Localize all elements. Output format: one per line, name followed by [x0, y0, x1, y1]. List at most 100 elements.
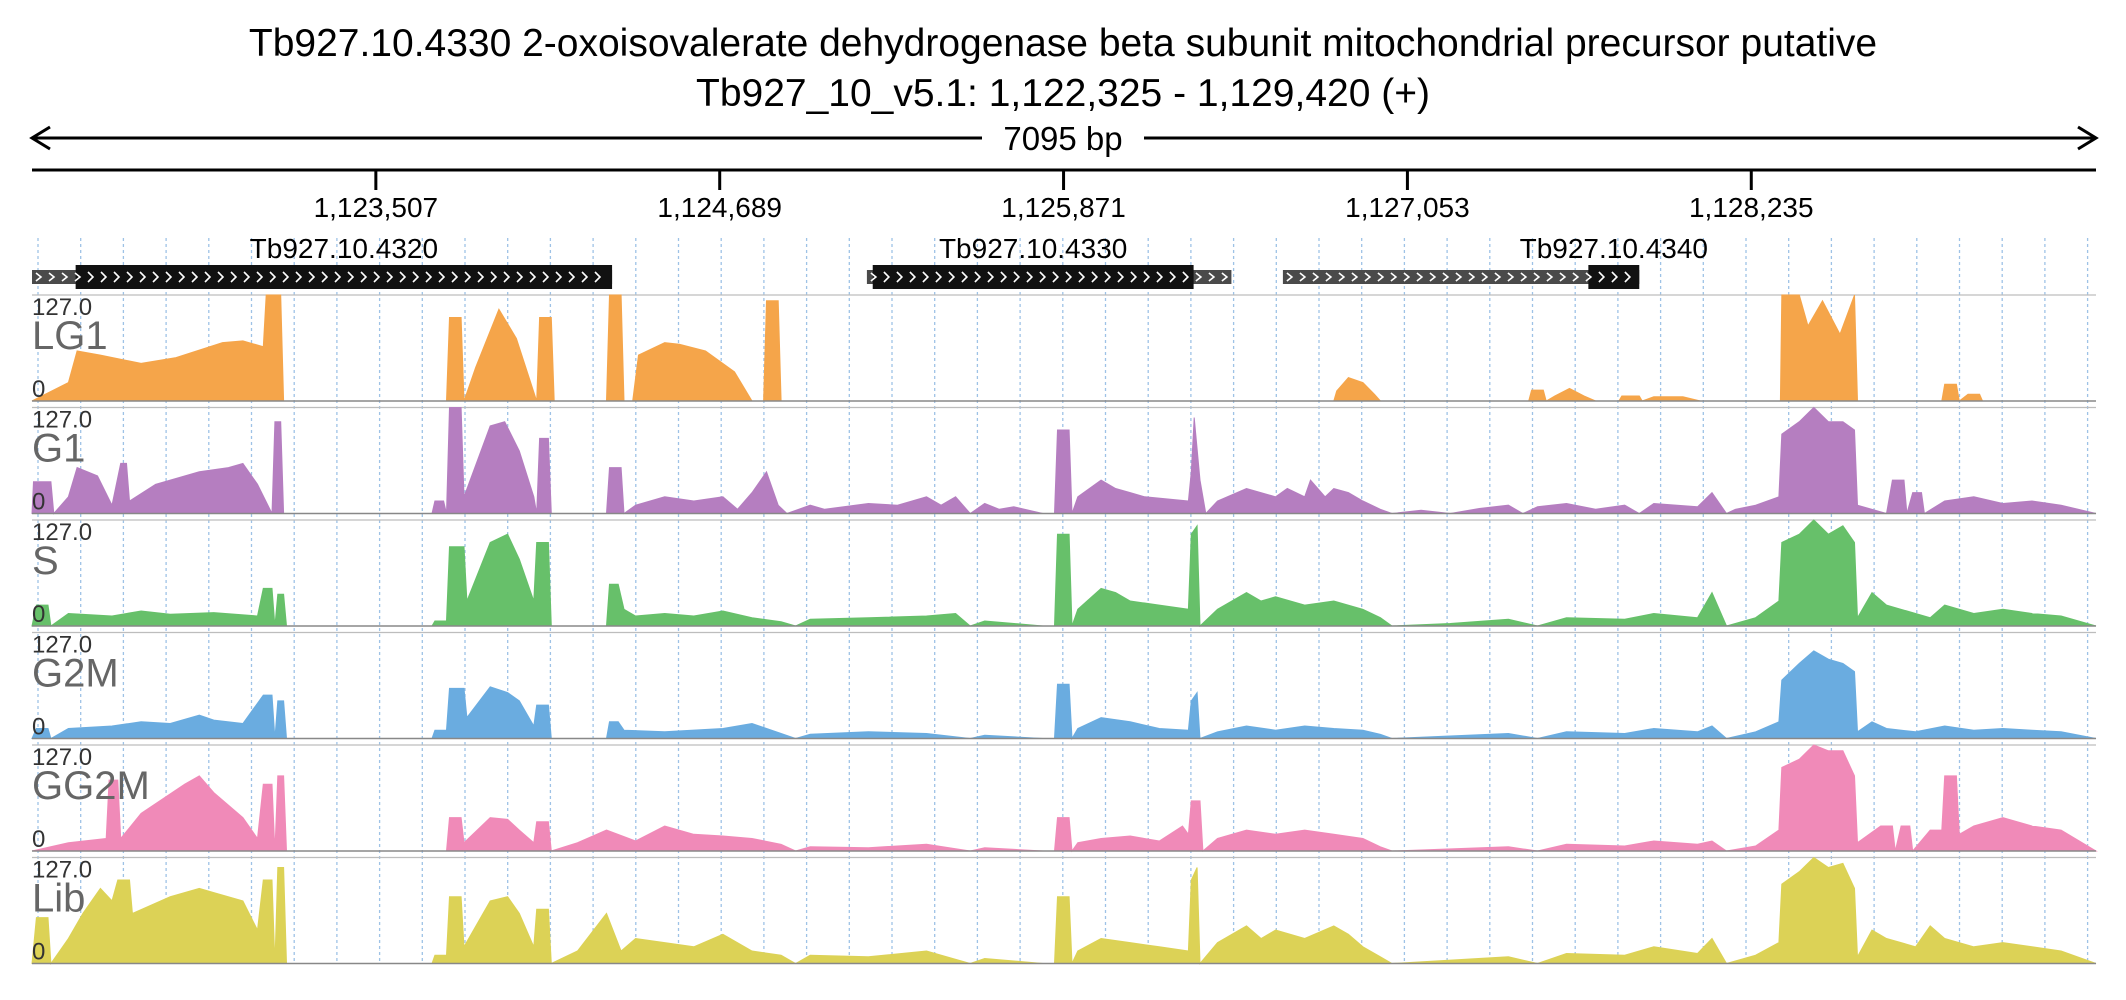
strand-chevron [1000, 271, 1008, 283]
gene-title: Tb927.10.4330 2-oxoisovalerate dehydroge… [248, 22, 1878, 65]
strand-chevron [412, 271, 420, 283]
gene-model[interactable]: Tb927.10.4320 [32, 233, 613, 289]
strand-chevron [1507, 272, 1515, 282]
strand-chevron [1325, 272, 1333, 282]
strand-chevron [256, 271, 264, 283]
gene-model[interactable]: Tb927.10.4340 [1282, 233, 1708, 289]
track-name-label: Lib [32, 877, 85, 921]
coordinate-ruler: 1,123,507 1,124,689 1,125,871 1,127,053 1,12… [32, 168, 2096, 223]
coverage-track-lib: 127.0 0 Lib [31, 857, 2097, 966]
coverage-track-gg2m: 127.0 0 GG2M [31, 744, 2098, 853]
strand-chevron [568, 271, 576, 283]
strand-chevron [581, 271, 589, 283]
strand-chevron [1156, 271, 1164, 283]
coverage-track-g2m: 127.0 0 G2M [31, 632, 2097, 741]
strand-chevron [425, 271, 433, 283]
track-min-label: 0 [32, 376, 45, 403]
strand-chevron [542, 271, 550, 283]
strand-chevron [1494, 272, 1502, 282]
strand-chevron [1442, 272, 1450, 282]
strand-chevron [87, 271, 95, 283]
track-max-label: 127.0 [32, 519, 92, 546]
strand-chevron [1455, 272, 1463, 282]
strand-chevron [987, 271, 995, 283]
strand-chevron [1078, 271, 1086, 283]
strand-chevron [74, 272, 82, 282]
track-min-label: 0 [32, 601, 45, 628]
strand-chevron [61, 272, 69, 282]
strand-chevron [935, 271, 943, 283]
strand-chevron [1429, 272, 1437, 282]
ruler-tick-label: 1,127,053 [1345, 192, 1470, 223]
strand-chevron [1468, 272, 1476, 282]
strand-chevron [909, 271, 917, 283]
strand-chevron [230, 271, 238, 283]
strand-chevron [1598, 271, 1606, 283]
coverage-track-lg1: 127.0 0 LG1 [31, 294, 2096, 403]
strand-chevron [1091, 271, 1099, 283]
ruler-tick-label: 1,128,235 [1689, 192, 1814, 223]
coverage-area [31, 744, 2098, 853]
strand-chevron [1221, 272, 1229, 282]
track-max-label: 127.0 [32, 407, 92, 434]
track-name-label: G1 [32, 427, 85, 471]
strand-chevron [1364, 272, 1372, 282]
track-max-label: 127.0 [32, 857, 92, 884]
strand-chevron [529, 271, 537, 283]
strand-chevron [178, 271, 186, 283]
coverage-area [31, 406, 2097, 515]
strand-chevron [1312, 272, 1320, 282]
coverage-area [31, 519, 2097, 628]
track-min-label: 0 [32, 714, 45, 741]
strand-chevron [373, 271, 381, 283]
strand-chevron [1195, 272, 1203, 282]
strand-chevron [386, 271, 394, 283]
strand-chevron [165, 271, 173, 283]
cds-segment [75, 265, 613, 289]
strand-chevron [503, 271, 511, 283]
strand-chevron [594, 271, 602, 283]
strand-chevron [490, 271, 498, 283]
strand-chevron [334, 271, 342, 283]
strand-chevron [1611, 271, 1619, 283]
strand-chevron [360, 271, 368, 283]
strand-chevron [126, 271, 134, 283]
strand-chevron [1338, 272, 1346, 282]
track-max-label: 127.0 [32, 744, 92, 771]
strand-chevron [48, 272, 56, 282]
span-length-label: 7095 bp [1003, 120, 1122, 157]
strand-chevron [961, 271, 969, 283]
strand-chevron [1169, 271, 1177, 283]
locus-label: Tb927_10_v5.1: 1,122,325 - 1,129,420 (+) [696, 72, 1430, 115]
strand-chevron [1208, 272, 1216, 282]
strand-chevron [1143, 271, 1151, 283]
strand-chevron [477, 271, 485, 283]
strand-chevron [1130, 271, 1138, 283]
strand-chevron [1377, 272, 1385, 282]
strand-chevron [1481, 272, 1489, 282]
strand-chevron [1182, 271, 1190, 283]
gene-label: Tb927.10.4340 [1520, 233, 1708, 264]
gene-label: Tb927.10.4330 [939, 233, 1127, 264]
strand-chevron [1351, 272, 1359, 282]
strand-chevron [1104, 271, 1112, 283]
strand-chevron [1624, 271, 1632, 283]
strand-chevron [217, 271, 225, 283]
strand-chevron [1013, 271, 1021, 283]
strand-chevron [152, 271, 160, 283]
track-max-label: 127.0 [32, 632, 92, 659]
gene-model[interactable]: Tb927.10.4330 [866, 233, 1232, 289]
strand-chevron [191, 271, 199, 283]
strand-chevron [451, 271, 459, 283]
strand-chevron [464, 271, 472, 283]
strand-chevron [948, 271, 956, 283]
strand-chevron [1026, 271, 1034, 283]
strand-chevron [1390, 272, 1398, 282]
track-name-label: GG2M [32, 764, 150, 808]
strand-chevron [1117, 271, 1125, 283]
cds-segment [872, 265, 1194, 289]
strand-chevron [282, 271, 290, 283]
gene-track: Tb927.10.4320 Tb927.10.4330 Tb927.10.4340 [32, 233, 1708, 289]
ruler-tick-label: 1,125,871 [1001, 192, 1126, 223]
